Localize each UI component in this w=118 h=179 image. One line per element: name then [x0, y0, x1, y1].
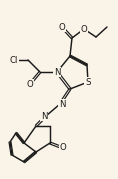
Text: O: O	[60, 144, 66, 153]
Text: O: O	[59, 23, 65, 32]
Text: O: O	[27, 79, 33, 88]
Text: S: S	[85, 78, 91, 86]
Text: O: O	[81, 25, 87, 33]
Text: Cl: Cl	[10, 55, 18, 64]
Text: N: N	[54, 67, 60, 76]
Text: N: N	[41, 112, 47, 120]
Text: N: N	[59, 100, 65, 108]
